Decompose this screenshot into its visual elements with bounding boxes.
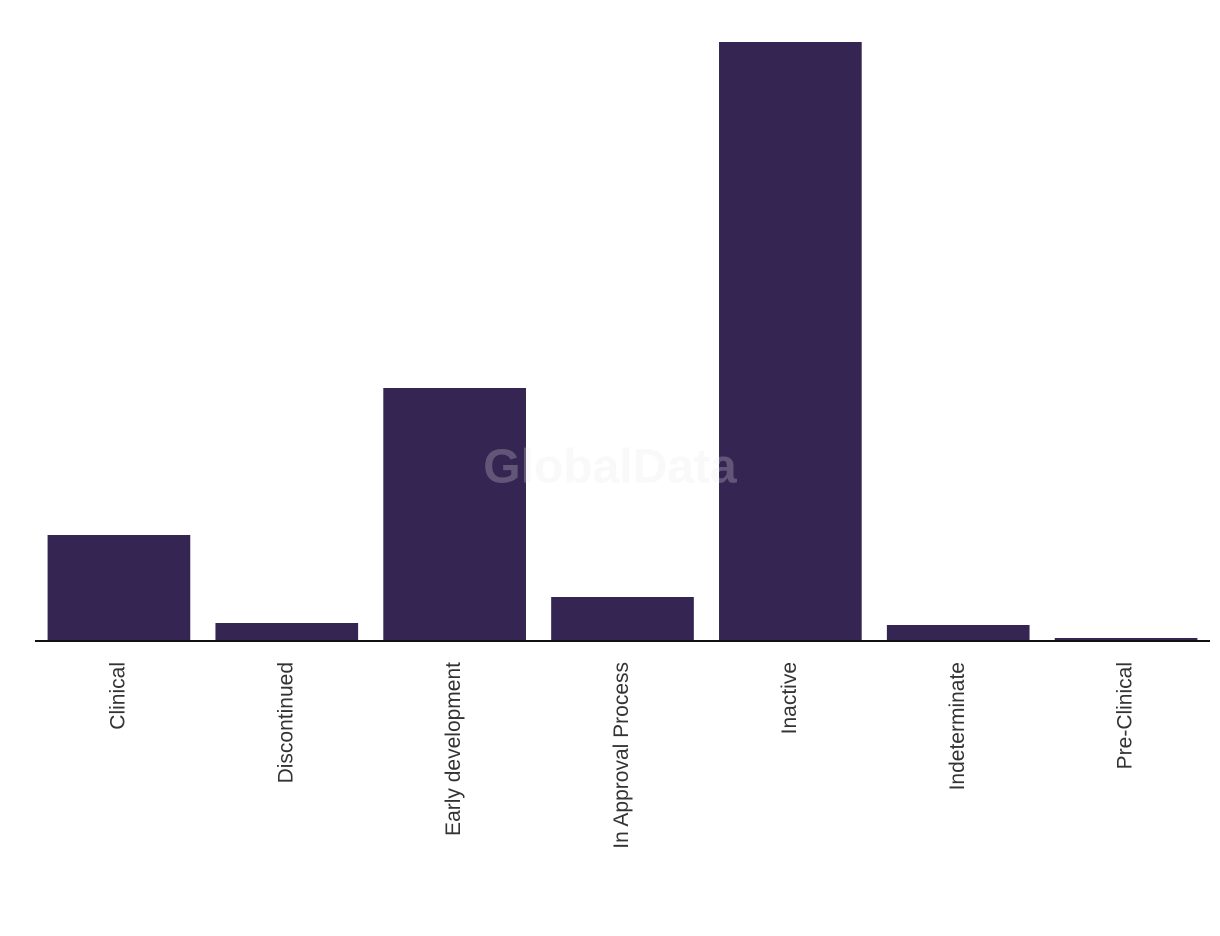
bar — [719, 42, 862, 641]
x-tick-label: Pre-Clinical — [1114, 662, 1137, 769]
bar — [886, 625, 1030, 641]
x-tick-label: Clinical — [106, 662, 129, 730]
bar — [215, 623, 359, 641]
bar — [47, 535, 191, 641]
bar — [1054, 638, 1198, 641]
x-tick-label: Discontinued — [274, 662, 297, 783]
x-tick-label: Early development — [442, 662, 465, 836]
x-tick-label: Inactive — [778, 662, 801, 734]
bar — [551, 597, 694, 641]
x-tick-label: Indeterminate — [946, 662, 969, 790]
bar — [383, 388, 526, 641]
watermark: GlobalData — [483, 441, 737, 494]
x-tick-label: In Approval Process — [610, 662, 633, 849]
